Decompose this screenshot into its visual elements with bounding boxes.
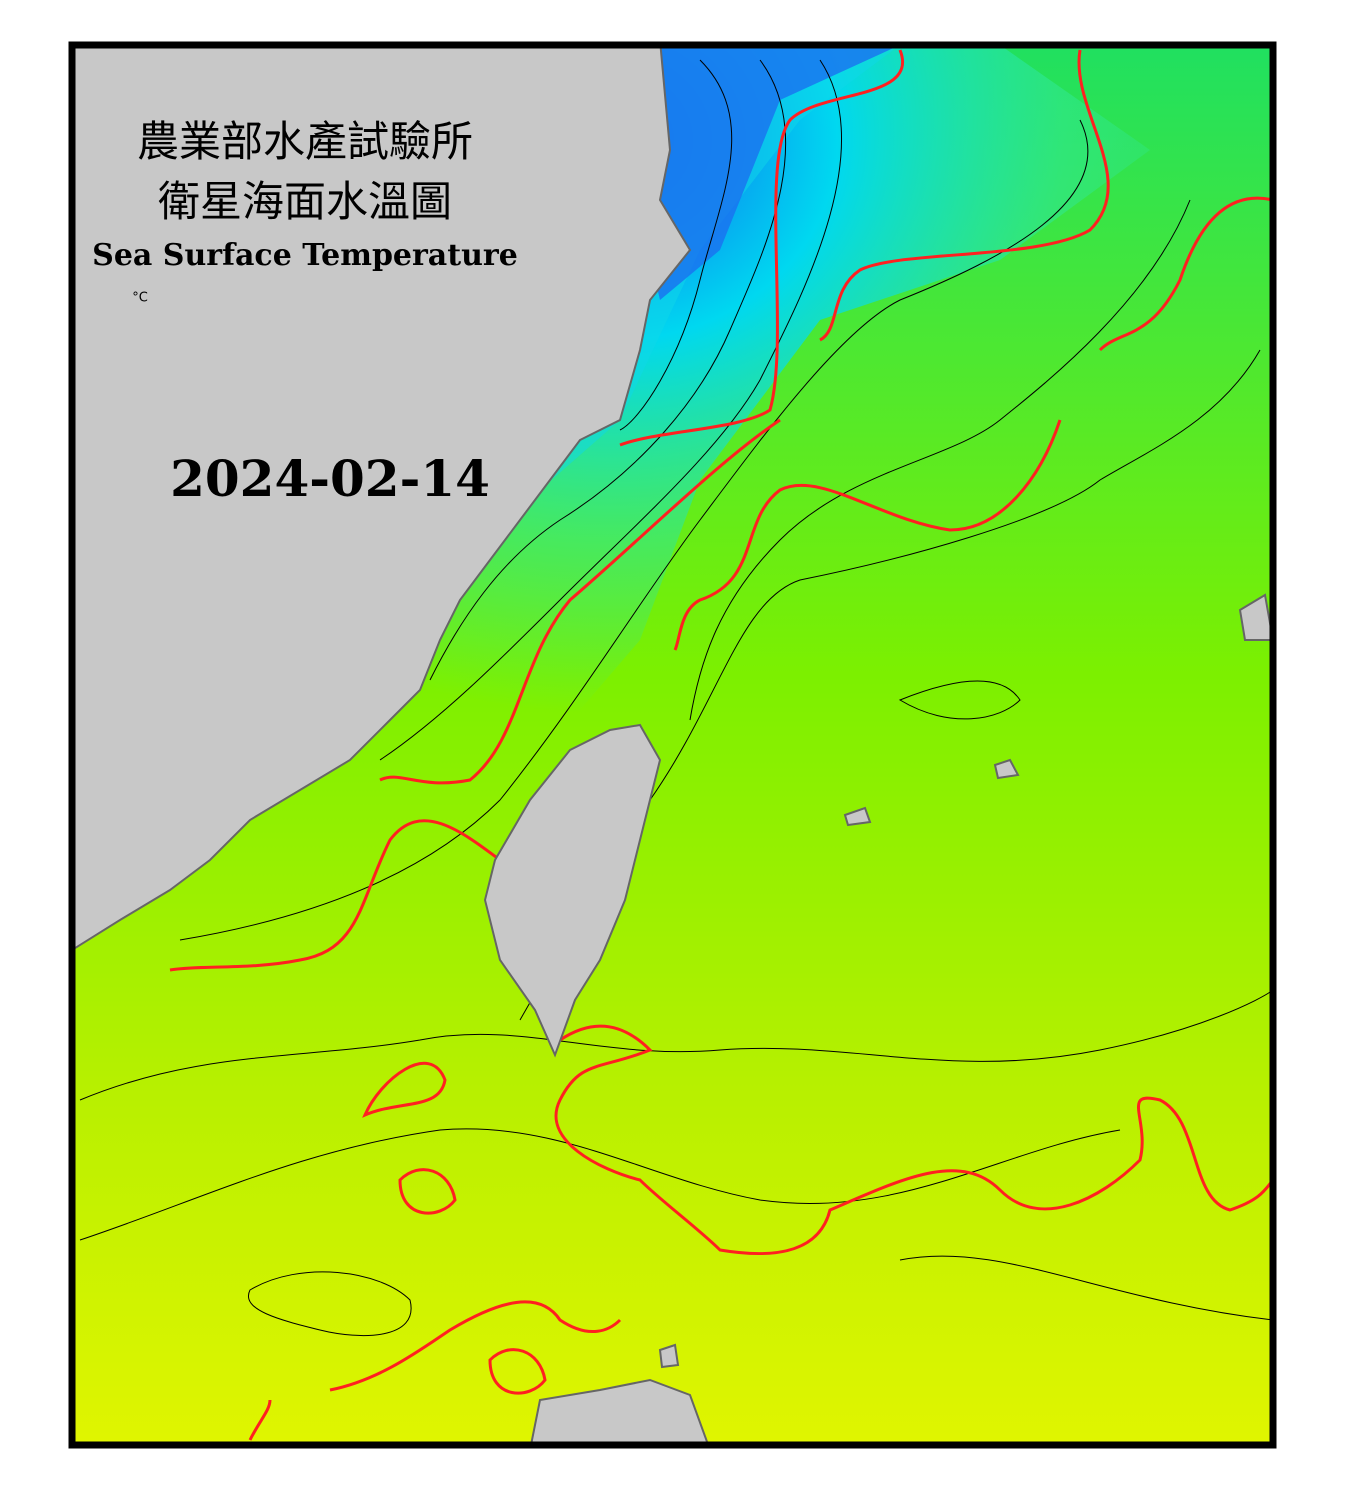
title-zh-2: 衛星海面水溫圖 (158, 177, 452, 226)
taiwan (483, 723, 662, 1058)
island (1238, 593, 1273, 641)
land (72, 45, 1273, 1445)
isotherms-5deg (169, 49, 1273, 1441)
colorbar-unit: °C (132, 291, 148, 306)
frame (68, 41, 1277, 1449)
island (993, 758, 1020, 780)
luzon (529, 1378, 710, 1445)
island (843, 806, 872, 827)
title-en: Sea Surface Temperature (92, 238, 518, 273)
island (658, 1343, 680, 1369)
china-coast (72, 45, 692, 952)
date: 2024-02-14 (170, 449, 490, 508)
title-zh-1: 農業部水產試驗所 (137, 117, 473, 166)
map-area (72, 45, 1273, 1445)
